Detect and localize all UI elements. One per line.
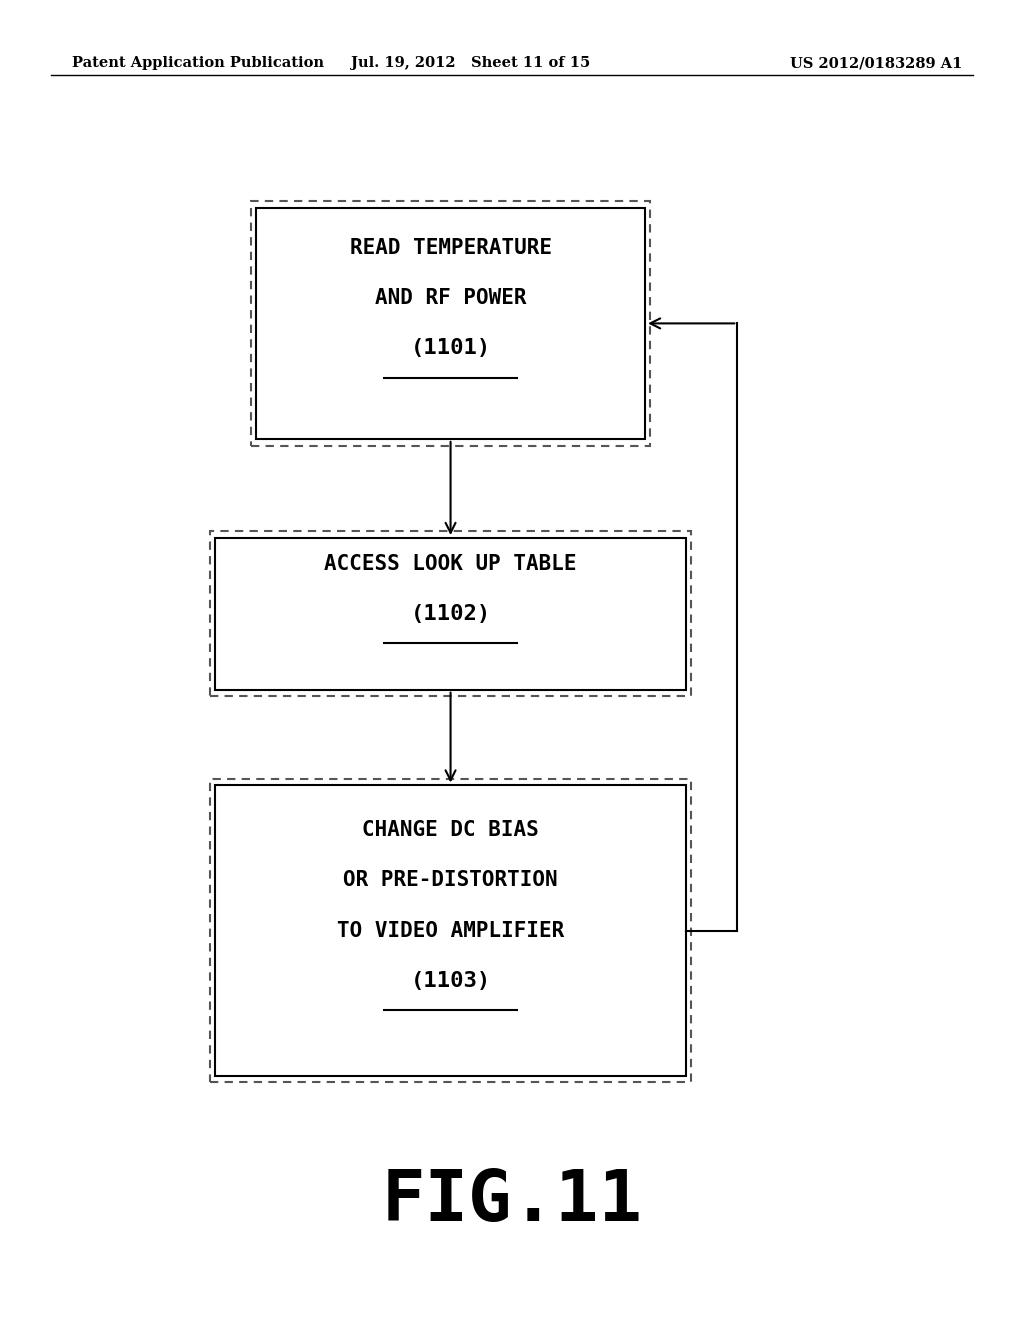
Text: (1101): (1101) <box>411 338 490 359</box>
Text: (1103): (1103) <box>411 970 490 991</box>
Text: FIG.11: FIG.11 <box>382 1167 642 1236</box>
Text: OR PRE-DISTORTION: OR PRE-DISTORTION <box>343 870 558 891</box>
Bar <box>256 207 645 438</box>
Text: READ TEMPERATURE: READ TEMPERATURE <box>349 238 552 259</box>
Bar <box>210 531 691 697</box>
Text: ACCESS LOOK UP TABLE: ACCESS LOOK UP TABLE <box>325 553 577 574</box>
Bar <box>251 202 650 446</box>
Text: Patent Application Publication: Patent Application Publication <box>72 57 324 70</box>
Text: Jul. 19, 2012   Sheet 11 of 15: Jul. 19, 2012 Sheet 11 of 15 <box>351 57 591 70</box>
Text: AND RF POWER: AND RF POWER <box>375 288 526 309</box>
Bar <box>215 539 686 689</box>
Text: US 2012/0183289 A1: US 2012/0183289 A1 <box>791 57 963 70</box>
Bar <box>215 785 686 1076</box>
Text: (1102): (1102) <box>411 603 490 624</box>
Bar <box>210 779 691 1082</box>
Text: CHANGE DC BIAS: CHANGE DC BIAS <box>362 820 539 841</box>
Text: TO VIDEO AMPLIFIER: TO VIDEO AMPLIFIER <box>337 920 564 941</box>
